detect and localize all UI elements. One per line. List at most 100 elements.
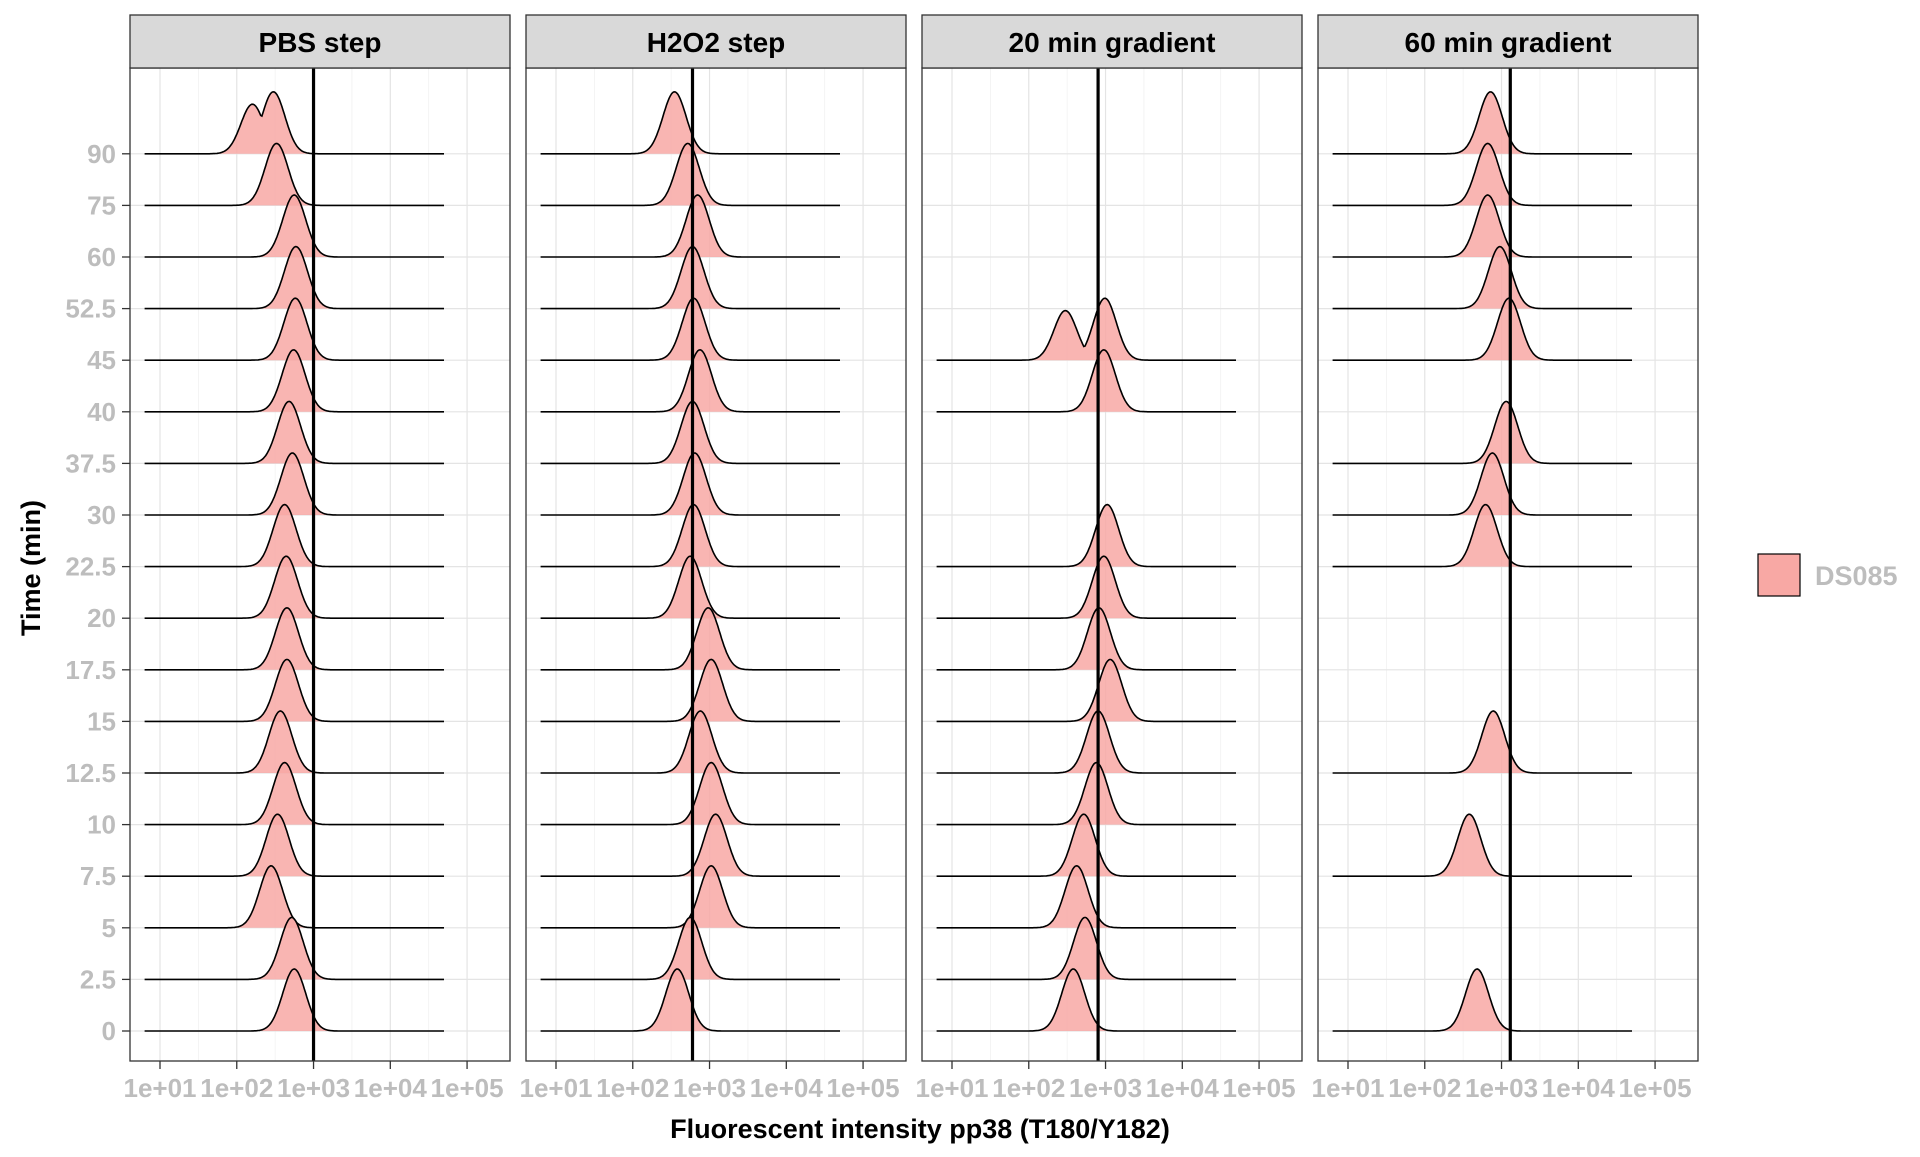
ridges bbox=[936, 297, 1236, 1032]
x-tick-label: 1e+05 bbox=[827, 1073, 900, 1103]
ridge-line-17.5 bbox=[144, 606, 444, 671]
x-tick-label: 1e+01 bbox=[1311, 1073, 1384, 1103]
ridge-area-22.5 bbox=[1332, 504, 1632, 567]
ridge-line-0 bbox=[144, 968, 444, 1032]
ridge-line-15 bbox=[936, 658, 1236, 723]
ridge-area-60 bbox=[540, 195, 840, 257]
ridge-line-12.5 bbox=[540, 710, 840, 774]
x-tick-label: 1e+01 bbox=[915, 1073, 988, 1103]
y-tick-label: 2.5 bbox=[80, 964, 116, 994]
ridge-line-60 bbox=[1332, 194, 1632, 258]
ridge-line-90 bbox=[144, 90, 444, 155]
ridge-line-10 bbox=[936, 761, 1236, 826]
ridge-line-52.5 bbox=[144, 245, 444, 310]
ridge-line-30 bbox=[1332, 452, 1632, 516]
x-axis: 1e+01 1e+02 1e+03 1e+04 1e+05 bbox=[123, 1061, 504, 1103]
ridge-line-75 bbox=[540, 142, 840, 207]
ridge-area-17.5 bbox=[144, 607, 444, 670]
ridge-area-75 bbox=[1332, 143, 1632, 206]
ridge-line-0 bbox=[540, 968, 840, 1032]
ridge-line-30 bbox=[540, 452, 840, 516]
ridge-line-17.5 bbox=[936, 606, 1236, 671]
ridge-line-60 bbox=[540, 194, 840, 258]
ridge-line-15 bbox=[144, 658, 444, 723]
legend-label: DS085 bbox=[1815, 561, 1898, 591]
ridge-line-90 bbox=[1332, 91, 1632, 155]
ridge-line-40 bbox=[936, 348, 1236, 413]
x-axis: 1e+01 1e+02 1e+03 1e+04 1e+05 bbox=[1311, 1061, 1692, 1103]
panel-3: 20 min gradient 1e+01 1e+02 1e+03 1e+04 1e+05 bbox=[915, 14, 1303, 1103]
ridge-area-90 bbox=[1332, 91, 1632, 154]
ridge-line-2.5 bbox=[144, 916, 444, 981]
ridge-area-22.5 bbox=[540, 504, 840, 567]
x-tick-label: 1e+03 bbox=[1069, 1073, 1142, 1103]
ridge-area-40 bbox=[936, 349, 1236, 412]
ridge-line-45 bbox=[936, 297, 1236, 361]
x-tick-label: 1e+05 bbox=[1223, 1073, 1296, 1103]
ridge-area-30 bbox=[1332, 453, 1632, 515]
ridge-area-75 bbox=[144, 143, 444, 206]
x-tick-label: 1e+04 bbox=[354, 1073, 428, 1103]
ridge-area-12.5 bbox=[540, 711, 840, 773]
ridge-area-60 bbox=[1332, 195, 1632, 257]
x-tick-label: 1e+02 bbox=[992, 1073, 1065, 1103]
y-axis: 0 2.5 5 7.5 10 12.5 15 17.5 20 22.5 30 37.5 40 45 52.5… bbox=[65, 139, 130, 1046]
ridge-line-12.5 bbox=[144, 710, 444, 774]
x-tick-label: 1e+04 bbox=[1542, 1073, 1616, 1103]
ridge-line-37.5 bbox=[540, 400, 840, 465]
ridge-area-7.5 bbox=[144, 814, 444, 877]
ridge-line-45 bbox=[1332, 297, 1632, 361]
x-tick-label: 1e+03 bbox=[673, 1073, 746, 1103]
ridge-area-20 bbox=[540, 556, 840, 619]
ridge-area-7.5 bbox=[936, 814, 1236, 877]
y-tick-label: 60 bbox=[87, 242, 116, 272]
ridge-area-20 bbox=[936, 556, 1236, 619]
ridge-area-30 bbox=[144, 453, 444, 515]
ridge-area-22.5 bbox=[144, 504, 444, 567]
ridge-area-0 bbox=[1332, 969, 1632, 1031]
y-tick-label: 40 bbox=[87, 397, 116, 427]
panel-title: PBS step bbox=[259, 27, 382, 58]
ridge-line-37.5 bbox=[144, 400, 444, 465]
x-axis: 1e+01 1e+02 1e+03 1e+04 1e+05 bbox=[519, 1061, 900, 1103]
ridge-area-40 bbox=[540, 349, 840, 412]
ridge-area-40 bbox=[144, 349, 444, 412]
ridge-line-60 bbox=[144, 194, 444, 258]
ridge-line-75 bbox=[144, 142, 444, 207]
y-tick-label: 17.5 bbox=[65, 655, 116, 685]
ridge-line-52.5 bbox=[1332, 245, 1632, 310]
ridge-area-37.5 bbox=[144, 401, 444, 464]
ridge-line-7.5 bbox=[1332, 813, 1632, 877]
ridge-line-22.5 bbox=[540, 503, 840, 568]
ridge-area-52.5 bbox=[540, 246, 840, 309]
y-tick-label: 75 bbox=[87, 190, 116, 220]
ridge-area-12.5 bbox=[936, 711, 1236, 773]
panel-strip bbox=[1317, 14, 1699, 69]
ridge-area-2.5 bbox=[936, 917, 1236, 980]
panel-4: 60 min gradient 1e+01 1e+02 1e+03 1e+04 1e+05 bbox=[1311, 14, 1699, 1103]
ridge-line-20 bbox=[936, 555, 1236, 619]
ridge-line-10 bbox=[540, 761, 840, 826]
ridge-area-0 bbox=[144, 969, 444, 1031]
ridge-line-45 bbox=[540, 297, 840, 361]
y-tick-label: 20 bbox=[87, 603, 116, 633]
ridge-line-12.5 bbox=[936, 710, 1236, 774]
ridge-line-40 bbox=[144, 349, 444, 413]
ridge-area-17.5 bbox=[540, 607, 840, 670]
y-tick-label: 52.5 bbox=[65, 294, 116, 324]
y-tick-label: 5 bbox=[102, 913, 116, 943]
y-tick-label: 0 bbox=[102, 1016, 116, 1046]
y-tick-label: 37.5 bbox=[65, 448, 116, 478]
ridge-line-45 bbox=[144, 297, 444, 361]
ridge-area-45 bbox=[936, 298, 1236, 361]
ridge-line-20 bbox=[144, 555, 444, 619]
ridge-line-10 bbox=[144, 761, 444, 826]
x-tick-label: 1e+03 bbox=[277, 1073, 350, 1103]
ridge-line-30 bbox=[144, 452, 444, 516]
legend-key bbox=[1757, 553, 1801, 597]
x-axis: 1e+01 1e+02 1e+03 1e+04 1e+05 bbox=[915, 1061, 1296, 1103]
ridges bbox=[144, 90, 444, 1032]
x-tick-label: 1e+01 bbox=[519, 1073, 592, 1103]
y-tick-label: 10 bbox=[87, 810, 116, 840]
